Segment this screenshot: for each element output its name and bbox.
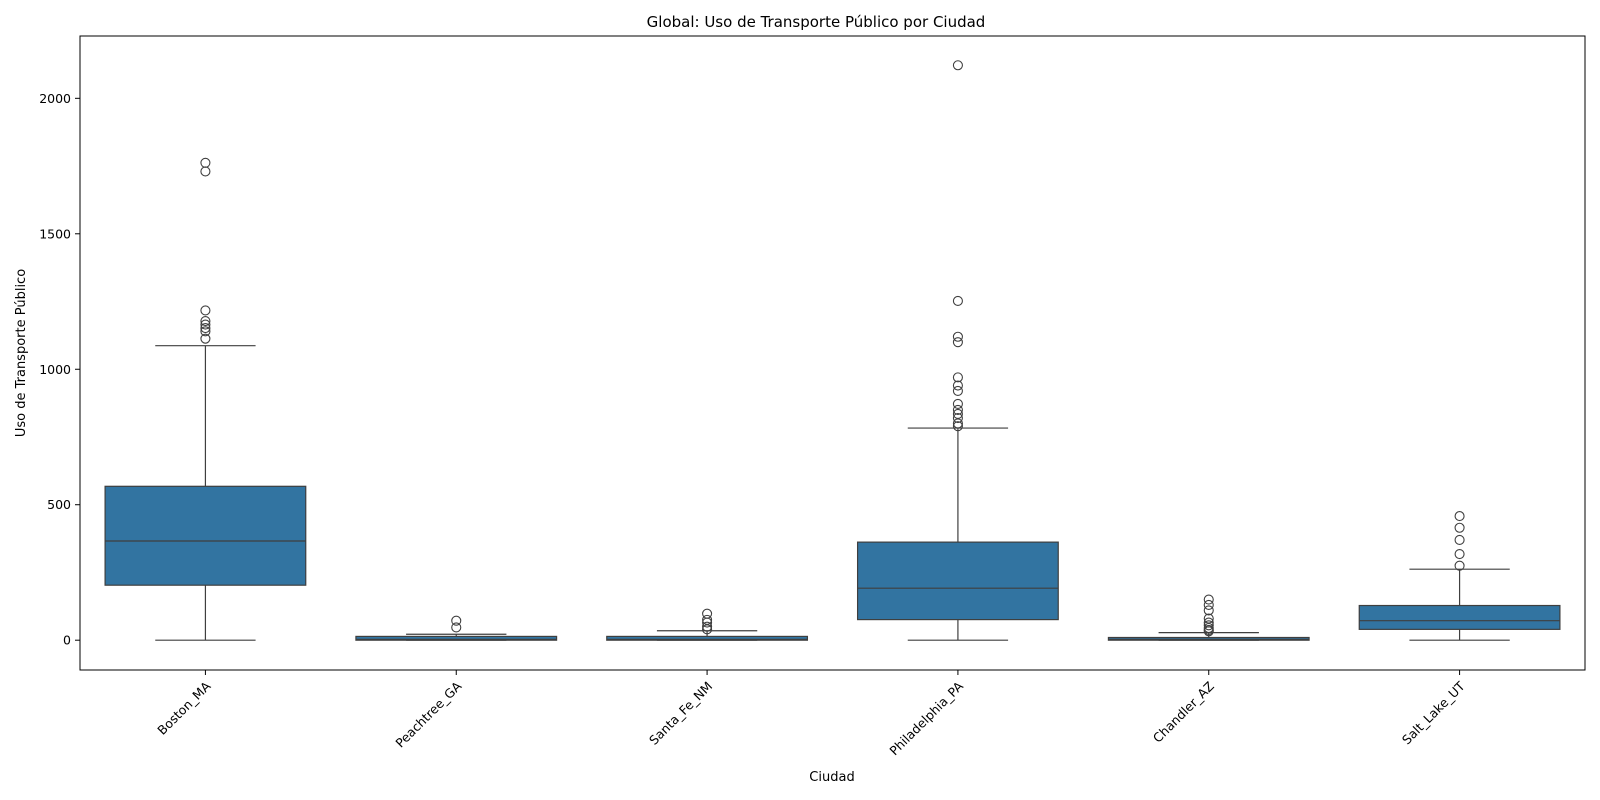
y-tick-label: 1000 bbox=[39, 362, 71, 377]
outlier-point bbox=[702, 614, 713, 625]
iqr-box bbox=[1358, 604, 1561, 630]
outlier-point bbox=[451, 615, 462, 626]
outlier-point bbox=[1454, 534, 1465, 545]
outlier-point bbox=[200, 326, 211, 337]
y-tick-label: 500 bbox=[47, 497, 71, 512]
x-axis-label: Ciudad bbox=[809, 770, 854, 785]
iqr-box bbox=[355, 635, 558, 641]
x-axis: Boston_MA Peachtree_GA Santa_Fe_NM Philadel… bbox=[154, 670, 1468, 758]
outlier-point bbox=[952, 295, 963, 307]
outlier-point bbox=[1203, 605, 1214, 616]
x-tick-label: Boston_MA bbox=[154, 678, 214, 738]
outlier-point bbox=[200, 305, 211, 316]
box-group bbox=[856, 60, 1059, 641]
outlier-point bbox=[1203, 617, 1214, 628]
box-group bbox=[606, 608, 809, 641]
outlier-point bbox=[1203, 613, 1214, 624]
outlier-point bbox=[952, 412, 963, 424]
outlier-point bbox=[952, 331, 963, 342]
outlier-point bbox=[1454, 511, 1465, 522]
x-tick-label: Peachtree_GA bbox=[392, 678, 464, 750]
outlier-point bbox=[952, 421, 963, 432]
x-tick-label: Chandler_AZ bbox=[1150, 679, 1217, 746]
x-tick-label: Salt_Lake_UT bbox=[1399, 678, 1468, 747]
outlier-point bbox=[200, 319, 211, 330]
outlier-point bbox=[1454, 522, 1465, 533]
outlier-point bbox=[1454, 560, 1465, 571]
iqr-box bbox=[856, 541, 1059, 621]
outlier-point bbox=[952, 408, 963, 420]
y-tick-label: 1500 bbox=[39, 226, 71, 241]
plot-area-frame bbox=[79, 35, 1586, 671]
outlier-point bbox=[952, 398, 963, 409]
outlier-point bbox=[200, 323, 211, 334]
outlier-point bbox=[952, 385, 963, 396]
y-tick-label: 0 bbox=[63, 633, 71, 648]
x-tick-label: Philadelphia_PA bbox=[886, 678, 966, 758]
outlier-point bbox=[200, 166, 211, 177]
box-group bbox=[1358, 511, 1561, 641]
outlier-point bbox=[952, 60, 963, 71]
outlier-point bbox=[1203, 599, 1214, 611]
y-axis: 0 500 1000 1500 2000 bbox=[39, 91, 80, 648]
box-group bbox=[1107, 594, 1310, 641]
outlier-point bbox=[1454, 548, 1465, 560]
outlier-point bbox=[952, 404, 963, 415]
box-group bbox=[355, 615, 558, 641]
outlier-point bbox=[702, 621, 713, 632]
outlier-point bbox=[1203, 620, 1214, 631]
outlier-point bbox=[200, 157, 211, 168]
outlier-point bbox=[200, 333, 211, 344]
iqr-box bbox=[104, 485, 307, 586]
chart-title: Global: Uso de Transporte Público por Ci… bbox=[647, 13, 986, 31]
outlier-point bbox=[952, 372, 963, 383]
box-series bbox=[104, 60, 1561, 641]
outlier-point bbox=[702, 608, 713, 619]
x-tick-label: Santa_Fe_NM bbox=[646, 679, 715, 748]
outlier-point bbox=[451, 622, 462, 633]
outlier-point bbox=[200, 315, 211, 327]
outlier-point bbox=[1203, 594, 1214, 605]
y-tick-label: 2000 bbox=[39, 91, 71, 106]
outlier-point bbox=[952, 380, 963, 391]
outlier-point bbox=[952, 337, 963, 348]
y-axis-label: Uso de Transporte Público bbox=[14, 269, 29, 437]
iqr-box bbox=[606, 635, 809, 641]
box-group bbox=[104, 157, 307, 641]
